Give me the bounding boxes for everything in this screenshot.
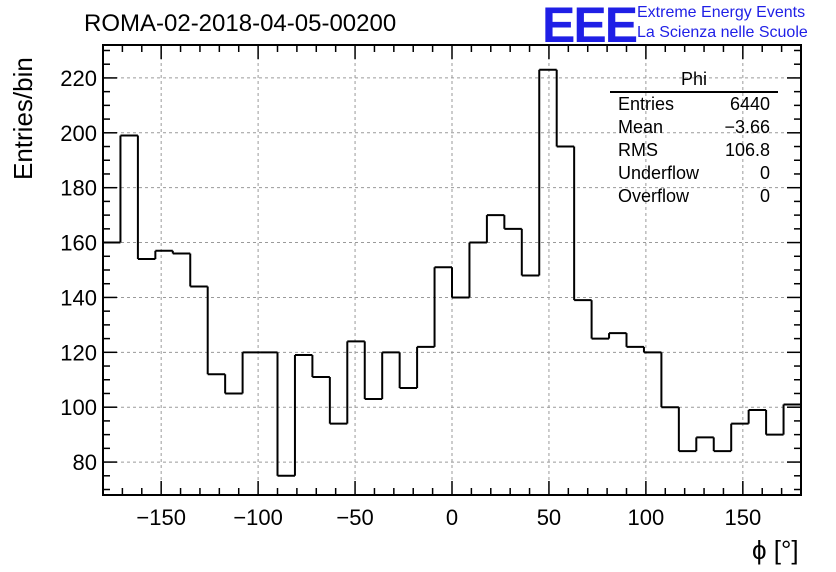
stats-value: 0 [759, 163, 770, 183]
stats-title: Phi [610, 69, 778, 93]
x-tick-label: 150 [724, 505, 761, 530]
y-axis-label: Entries/bin [8, 57, 38, 180]
x-axis-label: ϕ [°] [752, 535, 799, 565]
logo-subtitle-1: Extreme Energy Events [637, 4, 806, 21]
stats-value: 0 [759, 186, 770, 206]
logo-subtitle-2: La Scienza nelle Scuole [637, 24, 808, 41]
x-tick-label: −150 [136, 505, 186, 530]
x-tick-label: 100 [628, 505, 665, 530]
eee-logo: EEE [542, 0, 638, 53]
stats-value: −3.66 [724, 117, 770, 137]
y-tick-label: 100 [60, 395, 97, 420]
chart-title: ROMA-02-2018-04-05-00200 [84, 10, 397, 37]
y-tick-label: 160 [60, 231, 97, 256]
stats-row-overflow: Overflow 0 [610, 185, 778, 208]
x-tick-label: 0 [446, 505, 458, 530]
y-tick-label: 180 [60, 176, 97, 201]
stats-label: Mean [618, 117, 664, 137]
x-tick-label: −50 [336, 505, 373, 530]
y-tick-label: 220 [60, 66, 97, 91]
stats-label: Overflow [618, 186, 690, 206]
stats-row-mean: Mean −3.66 [610, 116, 778, 139]
stats-row-entries: Entries 6440 [610, 93, 778, 116]
y-tick-label: 140 [60, 285, 97, 310]
stats-label: RMS [618, 140, 658, 160]
y-tick-label: 120 [60, 340, 97, 365]
stats-row-underflow: Underflow 0 [610, 162, 778, 185]
y-tick-label: 200 [60, 121, 97, 146]
stats-value: 6440 [729, 94, 770, 114]
stats-label: Entries [618, 94, 675, 114]
stats-row-rms: RMS 106.8 [610, 139, 778, 162]
stats-label: Underflow [618, 163, 700, 183]
x-tick-label: −100 [233, 505, 283, 530]
stats-box: Phi Entries 6440 Mean −3.66 RMS 106.8 Un… [610, 69, 778, 208]
y-tick-label: 80 [73, 450, 97, 475]
stats-value: 106.8 [724, 140, 770, 160]
x-tick-label: 50 [537, 505, 561, 530]
